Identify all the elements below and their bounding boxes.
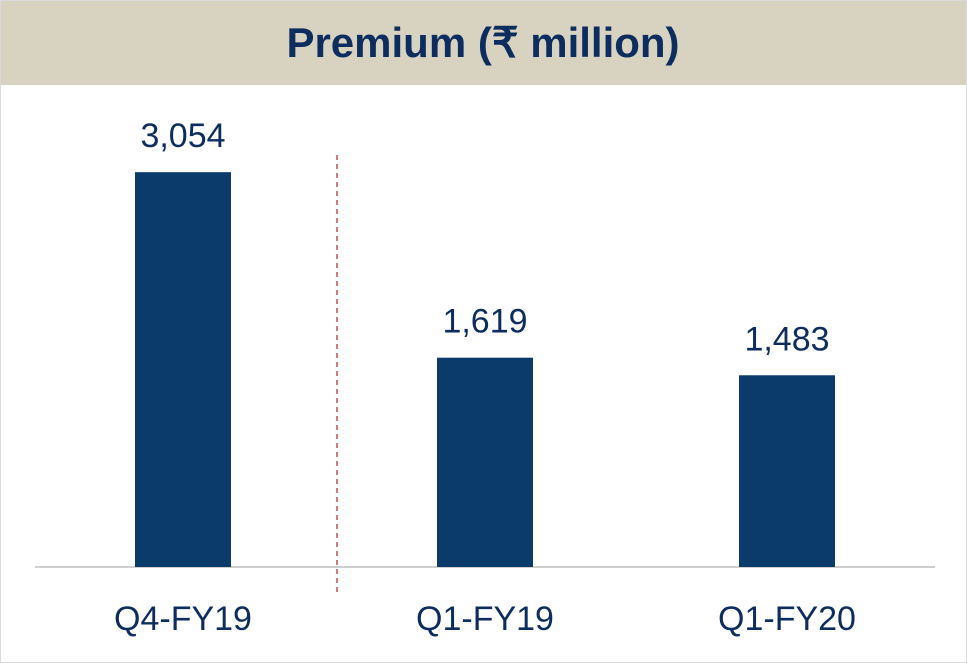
bar xyxy=(135,172,231,567)
title-band xyxy=(1,1,966,85)
value-label: 3,054 xyxy=(140,117,225,155)
bar xyxy=(437,357,533,567)
x-tick-label: Q1-FY19 xyxy=(416,600,554,638)
bar xyxy=(739,375,835,567)
value-label: 1,619 xyxy=(442,303,527,341)
value-label: 1,483 xyxy=(744,320,829,358)
chart-title: Premium (₹ million) xyxy=(286,19,679,66)
x-tick-label: Q4-FY19 xyxy=(114,600,252,638)
x-tick-label: Q1-FY20 xyxy=(718,600,856,638)
